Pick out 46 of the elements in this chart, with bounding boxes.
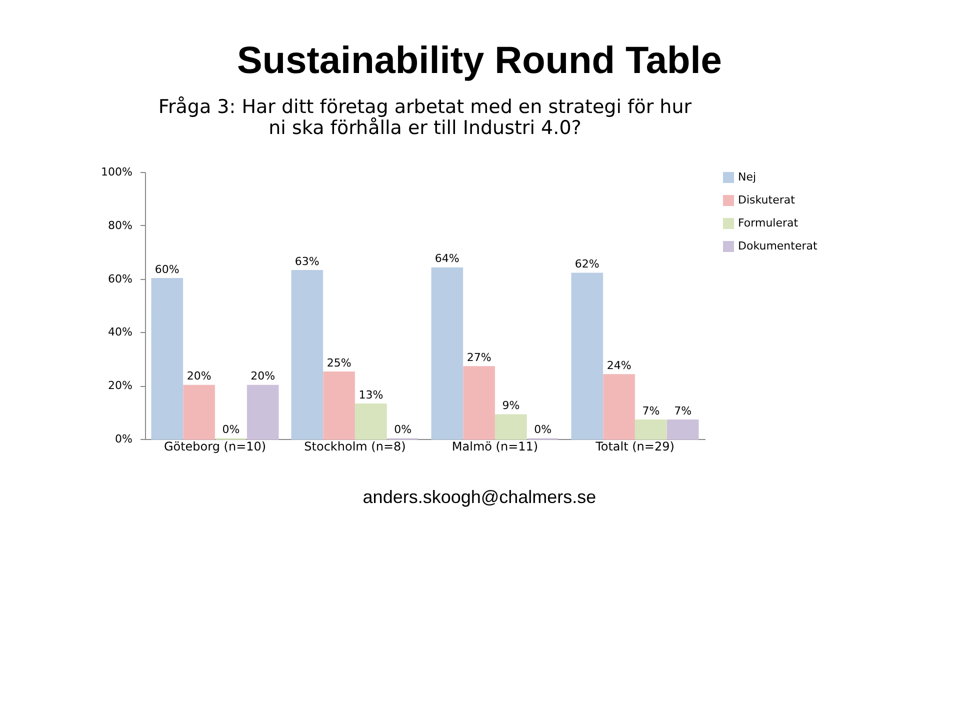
bar [431,267,464,440]
data-label: 7% [674,404,692,418]
data-label: 9% [502,398,520,412]
y-tick-label: 60% [108,272,132,286]
legend-label: Diskuterat [738,194,796,206]
data-label: 13% [358,388,384,402]
y-tick-label: 80% [108,218,132,232]
x-tick-label: Stockholm (n=8) [304,440,406,454]
y-tick-label: 20% [108,379,132,392]
text: anders.skoogh@chalmers.se [362,487,598,508]
bar [355,404,387,440]
data-label: 63% [294,254,320,268]
bar [495,414,527,440]
y-tick-label: 40% [108,326,132,339]
chart-subtitle: Fråga 3: Har ditt företag arbetat med en strategi för hur ni ska förhålla er till Industri 4.0? [158,96,692,139]
data-label: 0% [534,423,552,436]
data-label: 24% [606,358,632,372]
data-label: 62% [574,257,600,270]
bar [463,366,495,440]
data-label: 7% [642,404,660,418]
bar [183,384,215,440]
bar [635,420,667,440]
bar [323,372,355,440]
x-tick-label: Göteborg (n=10) [164,440,266,454]
bar [571,272,604,440]
x-tick-label: Totalt (n=29) [594,440,674,454]
legend-label: Formulerat [738,216,799,230]
data-label: 25% [326,356,352,370]
bar [666,420,699,440]
y-tick-label: 100% [101,166,132,178]
data-label: 20% [186,370,212,383]
bar [151,278,184,440]
data-label: 20% [250,370,276,383]
data-label: 60% [154,262,180,276]
legend-label: Dokumenterat [738,240,818,252]
y-tick-label: 0% [115,432,132,446]
data-label: 0% [394,423,412,436]
bar [603,374,635,440]
data-label: 64% [434,252,460,266]
chart-title: Sustainability Round Table [236,40,723,83]
data-label: 0% [222,423,240,436]
bar [291,270,324,440]
legend-label: Nej [738,170,756,184]
x-tick-label: Malmö (n=11) [452,440,538,454]
bar [246,384,279,440]
data-label: 27% [466,350,492,364]
